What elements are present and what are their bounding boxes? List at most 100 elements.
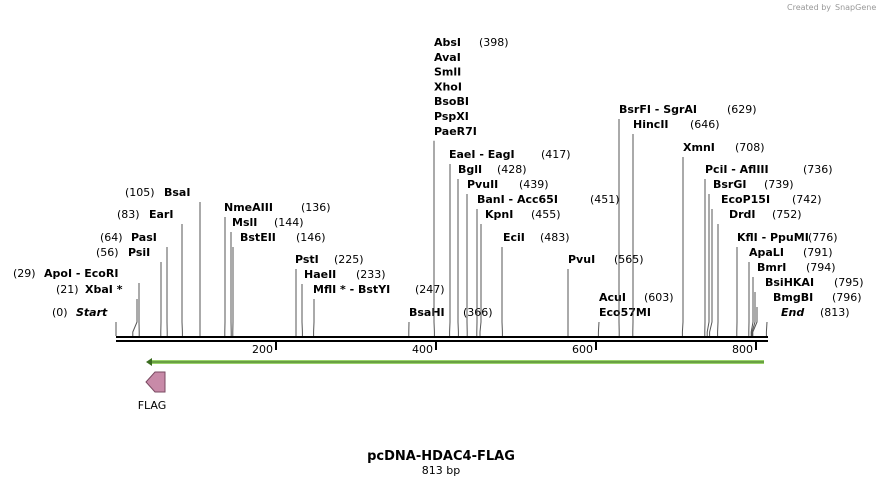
enzyme-name: KpnI — [485, 208, 513, 221]
enzyme-name: EaeI - EagI — [449, 148, 515, 161]
cut-line — [597, 321, 600, 336]
enzyme-name: AcuI — [599, 291, 626, 304]
title: pcDNA-HDAC4-FLAG — [367, 449, 515, 464]
enzyme-position: (366) — [463, 306, 493, 319]
enzyme-name: XhoI — [434, 80, 462, 93]
enzyme-name: PstI — [295, 253, 319, 266]
enzyme-position: (146) — [296, 231, 326, 244]
enzyme-name: BsaHI — [409, 306, 445, 319]
enzyme-position: (796) — [832, 291, 862, 304]
cut-line — [765, 321, 768, 336]
enzyme-position: (791) — [803, 246, 833, 259]
enzyme-position: (64) — [100, 231, 123, 244]
enzyme-name: BsiHKAI — [765, 276, 814, 289]
enzyme-position: (417) — [541, 148, 571, 161]
enzyme-name: HaeII — [304, 268, 336, 281]
enzyme-position: (794) — [806, 261, 836, 274]
enzyme-name: EarI — [149, 208, 173, 221]
enzyme-position: (56) — [96, 246, 119, 259]
enzyme-position: (21) — [56, 283, 79, 296]
flag-arrow — [145, 371, 166, 393]
cut-line — [681, 157, 684, 336]
enzyme-name: AbsI — [434, 36, 461, 49]
enzyme-name: BglI — [458, 163, 482, 176]
ruler-label: 400 — [412, 343, 433, 356]
enzyme-name: BanI - Acc65I — [477, 193, 558, 206]
enzyme-position: (439) — [519, 178, 549, 191]
enzyme-position: (629) — [727, 103, 757, 116]
cut-line — [479, 224, 482, 336]
enzyme-name: HincII — [633, 118, 669, 131]
enzyme-name: BstEII — [240, 231, 276, 244]
enzyme-name: Eco57MI — [599, 306, 651, 319]
enzyme-position: (144) — [274, 216, 304, 229]
enzyme-name: BmgBI — [773, 291, 813, 304]
enzyme-name: BmrI — [757, 261, 786, 274]
enzyme-position: (398) — [479, 36, 509, 49]
cut-line — [751, 292, 756, 336]
enzyme-name: EcoP15I — [721, 193, 770, 206]
ruler-label: 600 — [572, 343, 593, 356]
enzyme-position: (225) — [334, 253, 364, 266]
enzyme-name: ApoI - EcoRI — [44, 267, 118, 280]
enzyme-name: SmlI — [434, 66, 461, 79]
subtitle: 813 bp — [422, 464, 460, 477]
enzyme-name: BsaI — [164, 186, 190, 199]
enzyme-name: PsiI — [128, 246, 150, 259]
feature-arrowhead — [146, 358, 152, 366]
credit: Created by — [787, 3, 831, 12]
enzyme-name: BsrFI - SgrAI — [619, 103, 697, 116]
enzyme-name: PasI — [131, 231, 157, 244]
feature-label: FLAG — [138, 399, 167, 412]
enzyme-name: BsoBI — [434, 95, 469, 108]
cut-line — [706, 194, 710, 336]
enzyme-position: (0) — [52, 306, 68, 319]
enzyme-position: (455) — [531, 208, 561, 221]
cut-line — [709, 209, 713, 336]
enzyme-name: NmeAIII — [224, 201, 273, 214]
enzyme-position: (428) — [497, 163, 527, 176]
enzyme-position: (813) — [820, 306, 850, 319]
enzyme-position: (752) — [772, 208, 802, 221]
enzyme-name: Start — [76, 306, 108, 319]
enzyme-position: (451) — [590, 193, 620, 206]
enzyme-position: (565) — [614, 253, 644, 266]
enzyme-name: KflI - PpuMI — [737, 231, 809, 244]
ruler-label: 200 — [252, 343, 273, 356]
enzyme-name: EciI — [503, 231, 525, 244]
enzyme-name: MslI — [232, 216, 257, 229]
enzyme-name: ApaLI — [749, 246, 784, 259]
cut-line — [132, 299, 138, 336]
enzyme-position: (739) — [764, 178, 794, 191]
enzyme-name: MflI * - BstYI — [313, 283, 390, 296]
enzyme-position: (105) — [125, 186, 155, 199]
enzyme-position: (646) — [690, 118, 720, 131]
enzyme-position: (795) — [834, 276, 864, 289]
enzyme-name: AvaI — [434, 51, 461, 64]
enzyme-position: (736) — [803, 163, 833, 176]
enzyme-name: XbaI * — [85, 283, 123, 296]
enzyme-name: End — [781, 306, 804, 319]
enzyme-position: (83) — [117, 208, 140, 221]
enzyme-position: (29) — [13, 267, 36, 280]
cut-line — [752, 307, 758, 336]
enzyme-name: XmnI — [683, 141, 715, 154]
cut-line — [750, 277, 754, 336]
enzyme-name: PciI - AflIII — [705, 163, 769, 176]
enzyme-position: (136) — [301, 201, 331, 214]
enzyme-name: PaeR7I — [434, 125, 477, 138]
enzyme-name: PvuI — [568, 253, 595, 266]
enzyme-position: (233) — [356, 268, 386, 281]
ruler-label: 800 — [732, 343, 753, 356]
enzyme-position: (247) — [415, 283, 445, 296]
enzyme-position: (483) — [540, 231, 570, 244]
enzyme-position: (603) — [644, 291, 674, 304]
enzyme-name: PspXI — [434, 110, 469, 123]
enzyme-name: BsrGI — [713, 178, 746, 191]
enzyme-position: (708) — [735, 141, 765, 154]
enzyme-position: (742) — [792, 193, 822, 206]
enzyme-name: PvuII — [467, 178, 498, 191]
enzyme-name: DrdI — [729, 208, 756, 221]
credit-brand: SnapGene — [835, 3, 876, 12]
